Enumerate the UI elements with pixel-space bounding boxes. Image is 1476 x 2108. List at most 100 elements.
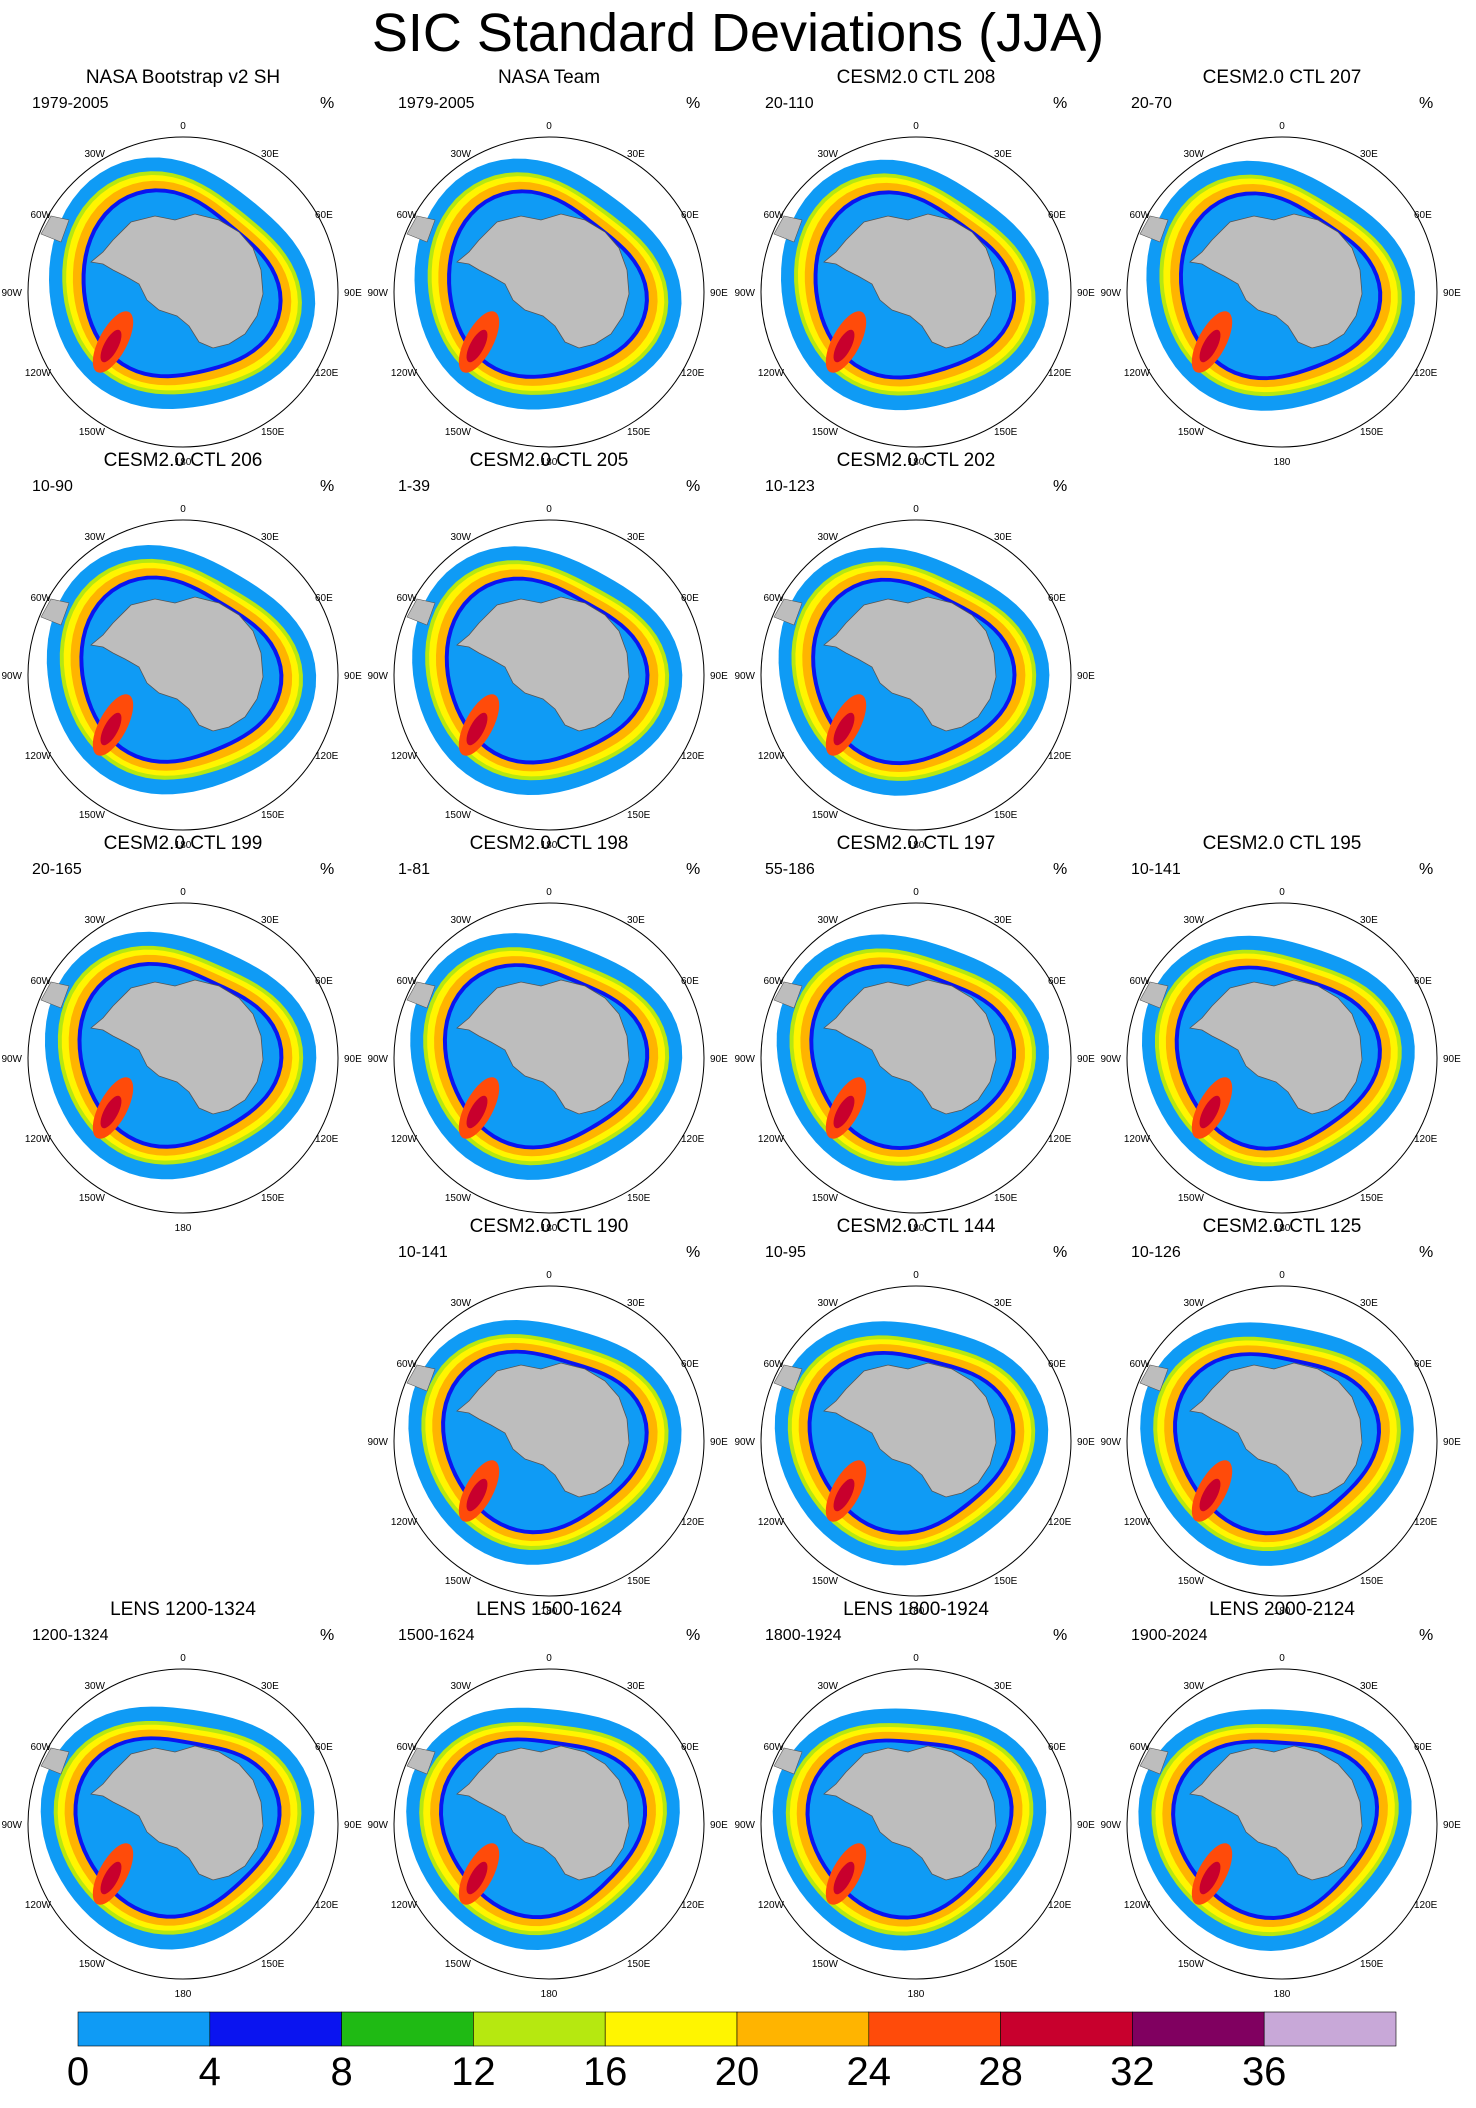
map-panel: CESM2.0 CTL 207 20-70% 0 30E 60E 90E 120E 150E 1… — [1099, 67, 1465, 468]
longitude-label: 150E — [627, 810, 651, 821]
longitude-label: 60E — [681, 1359, 699, 1370]
longitude-label: 30W — [450, 532, 471, 543]
panel-years: 10-126 — [1131, 1244, 1181, 1261]
panel-title: CESM2.0 CTL 144 — [836, 1216, 996, 1237]
panel-years: 10-123 — [765, 478, 815, 495]
polar-map: 0 30E 60E 90E 120E 150E 180 150W 120W 90W 60W 30W — [734, 121, 1095, 468]
colorbar-bin — [1132, 2011, 1265, 2047]
longitude-label: 30W — [1183, 1298, 1204, 1309]
longitude-label: 90W — [1100, 1820, 1121, 1831]
longitude-label: 60E — [1048, 210, 1066, 221]
longitude-label: 90W — [1, 1820, 22, 1831]
longitude-label: 120W — [1124, 1900, 1151, 1911]
longitude-label: 60E — [1048, 1359, 1066, 1370]
panel-unit: % — [686, 1244, 701, 1261]
longitude-label: 60W — [763, 593, 784, 604]
panel-years: 1979-2005 — [398, 95, 475, 112]
longitude-label: 90W — [367, 1820, 388, 1831]
panel-unit: % — [686, 478, 701, 495]
longitude-label: 30W — [1183, 149, 1204, 160]
map-panel: LENS 1200-1324 1200-1324% 0 30E 60E 90E 120E 15… — [0, 1599, 366, 2000]
south-america-land — [406, 598, 436, 626]
panel-years: 10-141 — [398, 1244, 448, 1261]
antarctica-land — [456, 596, 630, 732]
south-america-land — [406, 215, 436, 243]
south-america-land — [40, 215, 70, 243]
panel-title: NASA Team — [497, 67, 601, 88]
longitude-label: 180 — [175, 1223, 192, 1234]
antarctica-land — [456, 1745, 630, 1881]
longitude-label: 90W — [1100, 1054, 1121, 1065]
longitude-label: 150W — [1178, 1193, 1205, 1204]
panel-unit: % — [1053, 1627, 1068, 1644]
panel-years: 1979-2005 — [32, 95, 109, 112]
longitude-label: 90W — [734, 1437, 755, 1448]
longitude-label: 180 — [908, 840, 925, 851]
longitude-label: 60W — [1129, 976, 1150, 987]
longitude-label: 0 — [180, 504, 186, 515]
longitude-label: 120W — [1124, 1517, 1151, 1528]
south-america-land — [406, 981, 436, 1009]
longitude-label: 30E — [1360, 915, 1378, 926]
longitude-label: 60E — [681, 210, 699, 221]
longitude-label: 90E — [710, 671, 728, 682]
longitude-label: 30E — [261, 915, 279, 926]
map-panel: CESM2.0 CTL 206 10-90% 0 30E 60E 90E 120E 150E 1… — [0, 450, 366, 851]
sic-max-core — [1199, 1861, 1221, 1895]
colorbar-bin — [473, 2011, 606, 2047]
longitude-label: 30W — [817, 915, 838, 926]
antarctica-land — [90, 596, 264, 732]
longitude-label: 150E — [627, 1959, 651, 1970]
antarctica-land — [823, 1745, 997, 1881]
panel-title: CESM2.0 CTL 198 — [469, 833, 629, 854]
longitude-label: 150E — [261, 427, 285, 438]
longitude-label: 30E — [994, 1298, 1012, 1309]
longitude-label: 90E — [344, 288, 362, 299]
longitude-label: 30W — [450, 1681, 471, 1692]
longitude-label: 90E — [344, 1820, 362, 1831]
antarctica-land — [1189, 1745, 1363, 1881]
longitude-label: 30W — [84, 532, 105, 543]
panel-title: CESM2.0 CTL 208 — [836, 67, 996, 88]
colorbar-bin — [736, 2011, 870, 2047]
south-america-land — [40, 1747, 70, 1775]
longitude-label: 0 — [546, 1653, 552, 1664]
longitude-label: 120W — [1124, 1134, 1151, 1145]
longitude-label: 0 — [1279, 1270, 1285, 1281]
panel-unit: % — [320, 478, 335, 495]
longitude-label: 60W — [396, 1359, 417, 1370]
antarctica-land — [90, 1745, 264, 1881]
longitude-label: 150E — [994, 810, 1018, 821]
south-america-land — [1139, 1747, 1169, 1775]
longitude-label: 150E — [261, 1959, 285, 1970]
longitude-label: 120W — [391, 368, 418, 379]
longitude-label: 60E — [315, 976, 333, 987]
panel-title: LENS 1500-1624 — [476, 1599, 622, 1620]
panel-unit: % — [1053, 861, 1068, 878]
south-america-land — [773, 598, 803, 626]
panel-years: 20-110 — [765, 95, 814, 112]
antarctica-land — [823, 596, 997, 732]
south-america-land — [773, 215, 803, 243]
longitude-label: 120E — [1048, 751, 1072, 762]
panel-years: 20-70 — [1131, 95, 1172, 112]
panel-title: CESM2.0 CTL 202 — [836, 450, 996, 471]
polar-map: 0 30E 60E 90E 120E 150E 180 150W 120W 90W 60W 30W — [1100, 121, 1461, 468]
longitude-label: 0 — [180, 121, 186, 132]
longitude-label: 150W — [812, 1193, 839, 1204]
polar-map: 0 30E 60E 90E 120E 150E 180 150W 120W 90W 60W 30W — [367, 1270, 728, 1617]
map-panel: CESM2.0 CTL 208 20-110% 0 30E 60E 90E 120E 150E… — [733, 67, 1099, 468]
colorbar-bin — [1000, 2011, 1133, 2047]
longitude-label: 150W — [1178, 1959, 1205, 1970]
sic-max-core — [100, 712, 122, 746]
longitude-label: 30E — [261, 532, 279, 543]
map-panel: CESM2.0 CTL 202 10-123% 0 30E 60E 90E 120E 150E… — [733, 450, 1099, 851]
longitude-label: 90E — [344, 1054, 362, 1065]
longitude-label: 60E — [1414, 1742, 1432, 1753]
panel-title: CESM2.0 CTL 195 — [1202, 833, 1362, 854]
colorbar-tick-label: 0 — [66, 2050, 90, 2094]
longitude-label: 90W — [1, 671, 22, 682]
longitude-label: 30W — [84, 149, 105, 160]
longitude-label: 30E — [261, 1681, 279, 1692]
longitude-label: 30E — [994, 149, 1012, 160]
